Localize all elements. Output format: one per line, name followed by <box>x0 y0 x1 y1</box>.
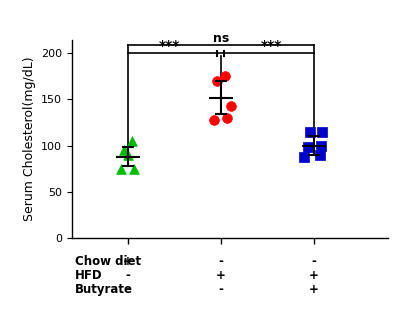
Text: -: - <box>218 283 223 296</box>
Point <box>228 103 234 109</box>
Text: +: + <box>123 255 133 268</box>
Text: -: - <box>311 255 316 268</box>
Text: -: - <box>125 269 130 282</box>
Point <box>214 79 220 84</box>
Text: -: - <box>218 255 223 268</box>
Text: ***: *** <box>261 39 282 53</box>
Point <box>319 129 325 134</box>
Point <box>118 166 124 171</box>
Text: +: + <box>216 269 226 282</box>
Point <box>129 138 136 144</box>
Text: ns: ns <box>212 32 229 45</box>
Text: Chow diet: Chow diet <box>75 255 141 268</box>
Point <box>124 152 131 157</box>
Point <box>121 148 127 153</box>
Point <box>131 166 138 171</box>
Point <box>317 152 323 157</box>
Point <box>301 154 308 159</box>
Text: -: - <box>125 283 130 296</box>
Text: +: + <box>309 269 318 282</box>
Point <box>224 115 230 120</box>
Point <box>222 74 228 79</box>
Point <box>211 117 218 122</box>
Y-axis label: Serum Cholesterol(mg/dL): Serum Cholesterol(mg/dL) <box>22 56 36 221</box>
Text: +: + <box>309 283 318 296</box>
Text: ***: *** <box>159 39 180 53</box>
Point <box>307 129 313 134</box>
Point <box>318 143 324 148</box>
Text: HFD: HFD <box>75 269 103 282</box>
Text: Butyrate: Butyrate <box>75 283 133 296</box>
Point <box>305 145 311 150</box>
